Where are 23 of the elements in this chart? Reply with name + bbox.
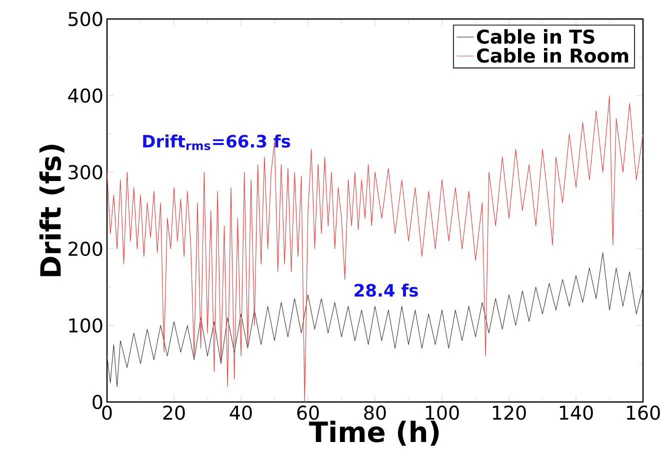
x-tick-label: 120 xyxy=(492,406,526,420)
x-tick-label: 160 xyxy=(626,406,660,420)
x-tick-label: 20 xyxy=(163,406,185,420)
y-tick-label: 300 xyxy=(68,165,102,180)
legend-label: Cable in TS xyxy=(476,29,594,44)
x-tick-label: 100 xyxy=(426,406,459,420)
x-tick-label: 40 xyxy=(230,406,252,420)
x-axis-title: Time (h) xyxy=(309,420,439,446)
x-tick-label: 80 xyxy=(364,406,386,420)
y-tick-label: 100 xyxy=(69,318,102,333)
y-tick-label: 400 xyxy=(68,88,102,103)
x-tick-label: 0 xyxy=(102,406,112,420)
line-series xyxy=(107,252,644,387)
x-tick-label: 60 xyxy=(297,406,319,420)
y-tick-label: 0 xyxy=(92,394,102,410)
x-tick-label: 140 xyxy=(560,406,593,420)
annotation: 28.4 fs xyxy=(354,284,418,297)
y-axis-title: Drift (fs) xyxy=(39,144,64,276)
y-tick-label: 200 xyxy=(68,242,102,256)
y-tick-label: 500 xyxy=(68,12,102,26)
legend-label: Cable in Room xyxy=(476,48,628,63)
annotation: Drift$_{rms}$=66.3 fs xyxy=(143,134,290,150)
line-series xyxy=(107,95,644,402)
